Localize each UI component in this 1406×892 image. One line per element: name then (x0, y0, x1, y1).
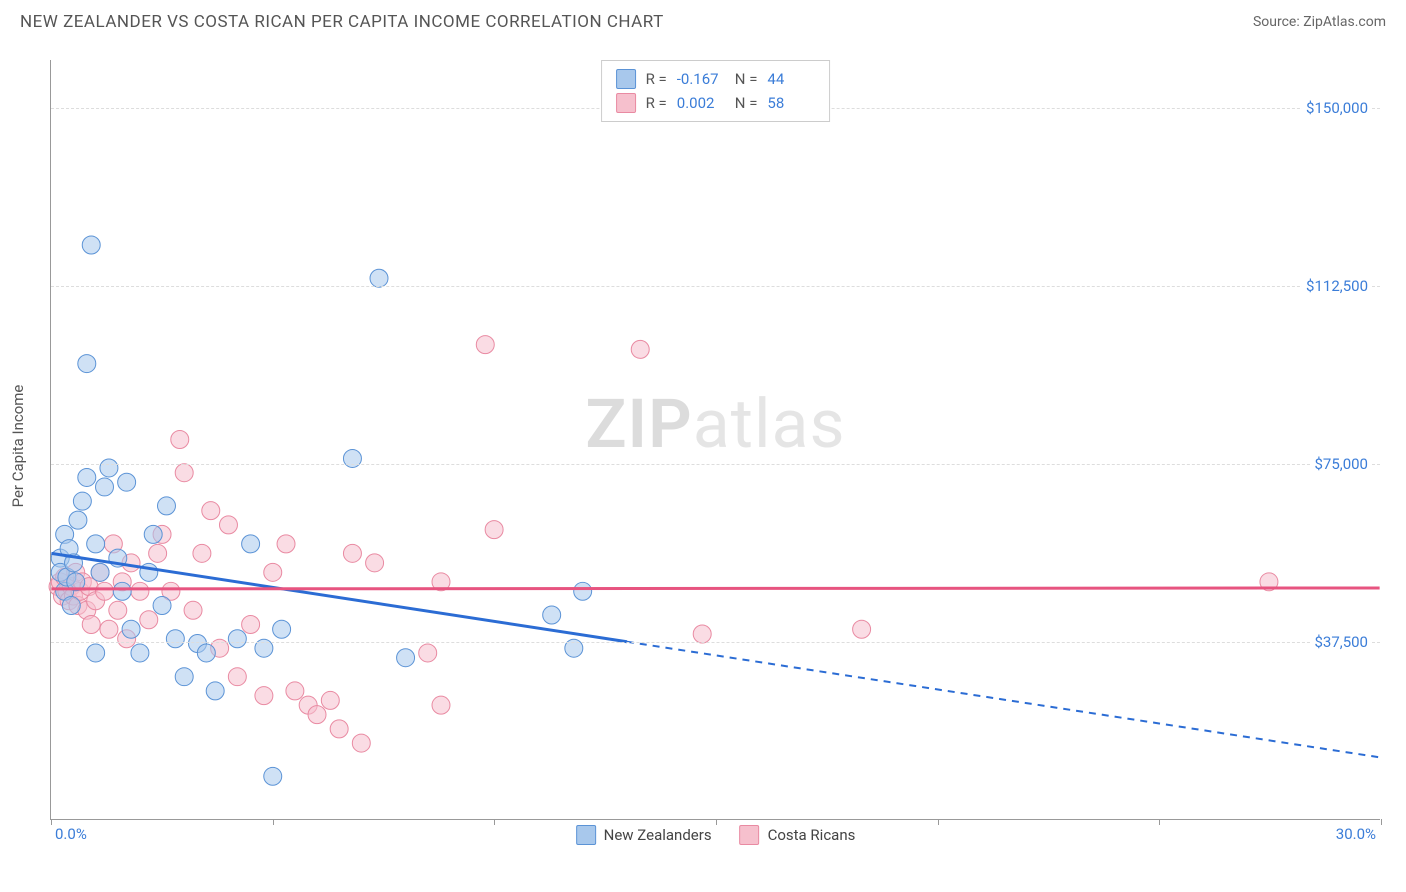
stats-legend-box: R = -0.167 N = 44 R = 0.002 N = 58 (601, 60, 831, 122)
y-tick-label: $150,000 (1302, 99, 1372, 117)
data-point (543, 606, 561, 624)
stat-n-0: 44 (767, 70, 815, 88)
data-point (308, 706, 326, 724)
stat-r-1: 0.002 (677, 94, 725, 112)
data-point (330, 720, 348, 738)
data-point (228, 668, 246, 686)
data-point (432, 696, 450, 714)
x-axis-max-label: 30.0% (1336, 825, 1376, 843)
data-point (78, 468, 96, 486)
data-point (131, 644, 149, 662)
y-tick-label: $112,500 (1302, 277, 1372, 295)
data-point (242, 535, 260, 553)
data-point (87, 644, 105, 662)
data-point (343, 544, 361, 562)
legend-swatch-0 (576, 825, 596, 845)
data-point (228, 630, 246, 648)
data-point (273, 620, 291, 638)
data-point (109, 601, 127, 619)
data-point (184, 601, 202, 619)
y-axis-title: Per Capita Income (9, 385, 27, 508)
data-point (158, 497, 176, 515)
data-point (140, 611, 158, 629)
data-point (352, 734, 370, 752)
legend-item-1: Costa Ricans (740, 825, 856, 845)
stat-n-1: 58 (767, 94, 815, 112)
data-point (264, 563, 282, 581)
data-point (485, 521, 503, 539)
data-point (193, 544, 211, 562)
trend-line-dashed (627, 642, 1380, 758)
data-point (175, 668, 193, 686)
data-point (144, 525, 162, 543)
stat-label-r: R = (646, 70, 667, 88)
data-point (397, 649, 415, 667)
legend-label-1: Costa Ricans (768, 826, 856, 844)
stats-row-series-0: R = -0.167 N = 44 (616, 67, 816, 91)
legend-swatch-1 (740, 825, 760, 845)
swatch-series-0 (616, 69, 636, 89)
x-axis-min-label: 0.0% (55, 825, 87, 843)
data-point (96, 478, 114, 496)
data-point (171, 431, 189, 449)
stat-label-n: N = (735, 70, 758, 88)
data-point (206, 682, 224, 700)
swatch-series-1 (616, 93, 636, 113)
data-point (118, 473, 136, 491)
data-point (69, 511, 87, 529)
data-point (419, 644, 437, 662)
plot-svg (51, 60, 1380, 819)
data-point (153, 597, 171, 615)
data-point (202, 502, 220, 520)
data-point (96, 582, 114, 600)
data-point (82, 236, 100, 254)
data-point (264, 767, 282, 785)
stat-label-r: R = (646, 94, 667, 112)
trend-line-solid (51, 588, 1379, 589)
data-point (343, 449, 361, 467)
data-point (91, 563, 109, 581)
stat-r-0: -0.167 (677, 70, 725, 88)
stat-label-n: N = (735, 94, 758, 112)
chart-title: NEW ZEALANDER VS COSTA RICAN PER CAPITA … (20, 12, 664, 32)
data-point (197, 644, 215, 662)
data-point (242, 616, 260, 634)
data-point (100, 459, 118, 477)
data-point (631, 340, 649, 358)
data-point (255, 687, 273, 705)
data-point (62, 597, 80, 615)
data-point (476, 336, 494, 354)
data-point (100, 620, 118, 638)
data-point (122, 620, 140, 638)
data-point (574, 582, 592, 600)
data-point (113, 582, 131, 600)
legend-item-0: New Zealanders (576, 825, 712, 845)
series-legend: New Zealanders Costa Ricans (576, 825, 856, 845)
data-point (366, 554, 384, 572)
data-point (82, 616, 100, 634)
legend-label-0: New Zealanders (604, 826, 712, 844)
data-point (166, 630, 184, 648)
data-point (286, 682, 304, 700)
data-point (175, 464, 193, 482)
data-point (78, 355, 96, 373)
data-point (149, 544, 167, 562)
data-point (321, 691, 339, 709)
source-attribution: Source: ZipAtlas.com (1253, 14, 1386, 30)
data-point (87, 535, 105, 553)
plot-area: ZIPatlas R = -0.167 N = 44 R = 0.002 N =… (50, 60, 1380, 820)
data-point (131, 582, 149, 600)
y-tick-label: $75,000 (1310, 455, 1372, 473)
y-tick-label: $37,500 (1310, 633, 1372, 651)
stats-row-series-1: R = 0.002 N = 58 (616, 91, 816, 115)
data-point (693, 625, 711, 643)
data-point (219, 516, 237, 534)
data-point (277, 535, 295, 553)
data-point (73, 492, 91, 510)
data-point (853, 620, 871, 638)
data-point (370, 269, 388, 287)
